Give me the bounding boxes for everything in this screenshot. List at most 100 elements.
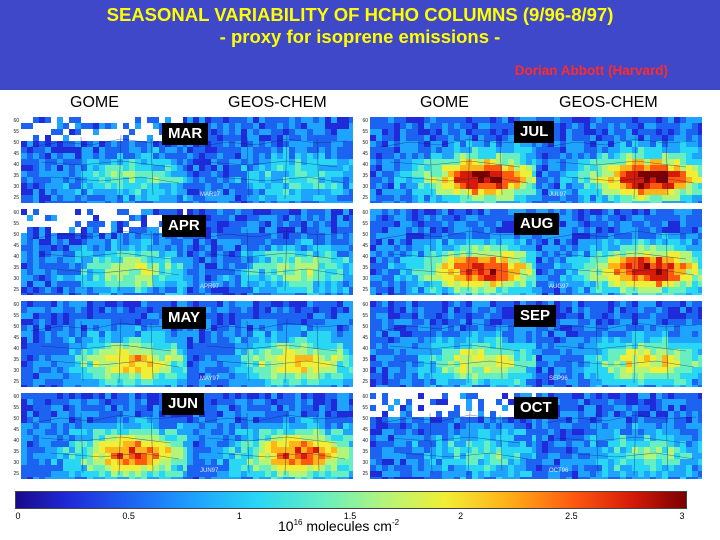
- lat-tick-label: 40: [362, 438, 368, 444]
- lat-tick-label: 60: [362, 394, 368, 400]
- lat-tick-label: 35: [13, 449, 19, 455]
- lat-tick-label: 60: [13, 394, 19, 400]
- lat-tick-label: 45: [362, 335, 368, 341]
- lat-tick-label: 55: [362, 221, 368, 227]
- units-base: 10: [278, 518, 294, 534]
- units-text: molecules cm: [306, 518, 392, 534]
- lat-tick-label: 35: [362, 265, 368, 271]
- column-header-geos-left: GEOS-CHEM: [228, 94, 327, 111]
- lat-tick-label: 30: [362, 460, 368, 466]
- lat-tick-label: 40: [13, 254, 19, 260]
- colorbar-units: 1016 molecules cm-2: [278, 518, 399, 534]
- lat-tick-label: 50: [13, 324, 19, 330]
- lat-ticks: 60 55 50 45 40 35 30 25: [5, 117, 21, 203]
- lat-tick-label: 55: [13, 313, 19, 319]
- lat-tick-label: 55: [362, 405, 368, 411]
- lat-tick-label: 50: [362, 232, 368, 238]
- column-header-geos-right: GEOS-CHEM: [559, 94, 658, 111]
- lat-tick-label: 30: [362, 276, 368, 282]
- lat-tick-label: 45: [362, 151, 368, 157]
- lat-tick-label: 55: [362, 313, 368, 319]
- lat-tick-label: 30: [13, 184, 19, 190]
- lat-ticks: 60 55 50 45 40 35 30 25: [5, 301, 21, 387]
- lat-tick-label: 40: [13, 438, 19, 444]
- lat-tick-label: 45: [362, 427, 368, 433]
- units-exponent: 16: [293, 518, 303, 527]
- lat-tick-label: 25: [13, 471, 19, 477]
- lat-tick-label: 60: [13, 210, 19, 216]
- month-label-jun: JUN: [162, 393, 205, 415]
- colorbar-tick-label: 0.5: [122, 511, 135, 521]
- model-date-tag: APR97: [200, 284, 220, 290]
- map-right-geos-2: [536, 301, 702, 387]
- lat-tick-label: 25: [13, 379, 19, 385]
- lat-tick-label: 25: [362, 195, 368, 201]
- lat-tick-label: 30: [13, 368, 19, 374]
- map-left-geos-1: [187, 209, 353, 295]
- lat-tick-label: 45: [362, 243, 368, 249]
- lat-tick-label: 55: [362, 129, 368, 135]
- colorbar-tick-label: 2.5: [565, 511, 578, 521]
- lat-tick-label: 25: [362, 471, 368, 477]
- colorbar-tick-label: 0: [15, 511, 21, 521]
- lat-tick-label: 50: [362, 324, 368, 330]
- map-left-geos-2: [187, 301, 353, 387]
- lat-tick-label: 55: [13, 221, 19, 227]
- lat-tick-label: 30: [362, 368, 368, 374]
- author-credit: Dorian Abbott (Harvard): [514, 63, 668, 78]
- lat-tick-label: 60: [362, 210, 368, 216]
- lat-tick-label: 35: [13, 357, 19, 363]
- map-left-gome-2: [21, 301, 187, 387]
- colorbar-tick-label: 2: [458, 511, 464, 521]
- lat-tick-label: 50: [362, 140, 368, 146]
- lat-tick-label: 35: [362, 173, 368, 179]
- lat-tick-label: 45: [13, 335, 19, 341]
- lat-tick-label: 50: [13, 140, 19, 146]
- lat-ticks: 60 55 50 45 40 35 30 25: [5, 393, 21, 479]
- column-header-gome-right: GOME: [420, 94, 469, 111]
- colorbar: [15, 491, 687, 509]
- slide-subtitle: - proxy for isoprene emissions -: [219, 26, 501, 47]
- map-right-gome-2: [370, 301, 536, 387]
- lat-tick-label: 60: [362, 118, 368, 124]
- map-left-gome-0: [21, 117, 187, 203]
- lat-tick-label: 55: [13, 405, 19, 411]
- lat-tick-label: 25: [13, 195, 19, 201]
- lat-tick-label: 60: [362, 302, 368, 308]
- model-date-tag: SEP96: [549, 376, 568, 382]
- month-label-aug: AUG: [514, 213, 560, 235]
- model-date-tag: JUL97: [549, 192, 567, 198]
- lat-tick-label: 30: [13, 460, 19, 466]
- lat-tick-label: 40: [13, 162, 19, 168]
- lat-tick-label: 55: [13, 129, 19, 135]
- lat-tick-label: 35: [13, 173, 19, 179]
- lat-tick-label: 40: [362, 346, 368, 352]
- model-date-tag: AUG97: [549, 284, 569, 290]
- lat-tick-label: 25: [362, 287, 368, 293]
- model-date-tag: OCT96: [549, 468, 569, 474]
- units-power: -2: [391, 518, 400, 527]
- month-label-apr: APR: [162, 215, 206, 237]
- lat-ticks: 60 55 50 45 40 35 30 25: [354, 209, 370, 295]
- map-right-gome-0: [370, 117, 536, 203]
- lat-tick-label: 25: [13, 287, 19, 293]
- lat-tick-label: 60: [13, 302, 19, 308]
- month-label-may: MAY: [162, 307, 206, 329]
- month-label-jul: JUL: [514, 121, 555, 143]
- colorbar-tick-label: 1: [236, 511, 242, 521]
- lat-tick-label: 35: [13, 265, 19, 271]
- map-left-geos-3: [187, 393, 353, 479]
- slide-header: SEASONAL VARIABILITY OF HCHO COLUMNS (9/…: [0, 0, 720, 90]
- column-header-gome-left: GOME: [70, 94, 119, 111]
- map-right-geos-0: [536, 117, 702, 203]
- lat-tick-label: 60: [13, 118, 19, 124]
- lat-tick-label: 45: [13, 151, 19, 157]
- lat-tick-label: 50: [362, 416, 368, 422]
- map-left-geos-0: [187, 117, 353, 203]
- lat-tick-label: 40: [13, 346, 19, 352]
- lat-ticks: 60 55 50 45 40 35 30 25: [354, 393, 370, 479]
- lat-tick-label: 40: [362, 162, 368, 168]
- colorbar-tick-label: 3: [679, 511, 685, 521]
- lat-ticks: 60 55 50 45 40 35 30 25: [5, 209, 21, 295]
- colorbar-tick-label: 1.5: [343, 511, 357, 521]
